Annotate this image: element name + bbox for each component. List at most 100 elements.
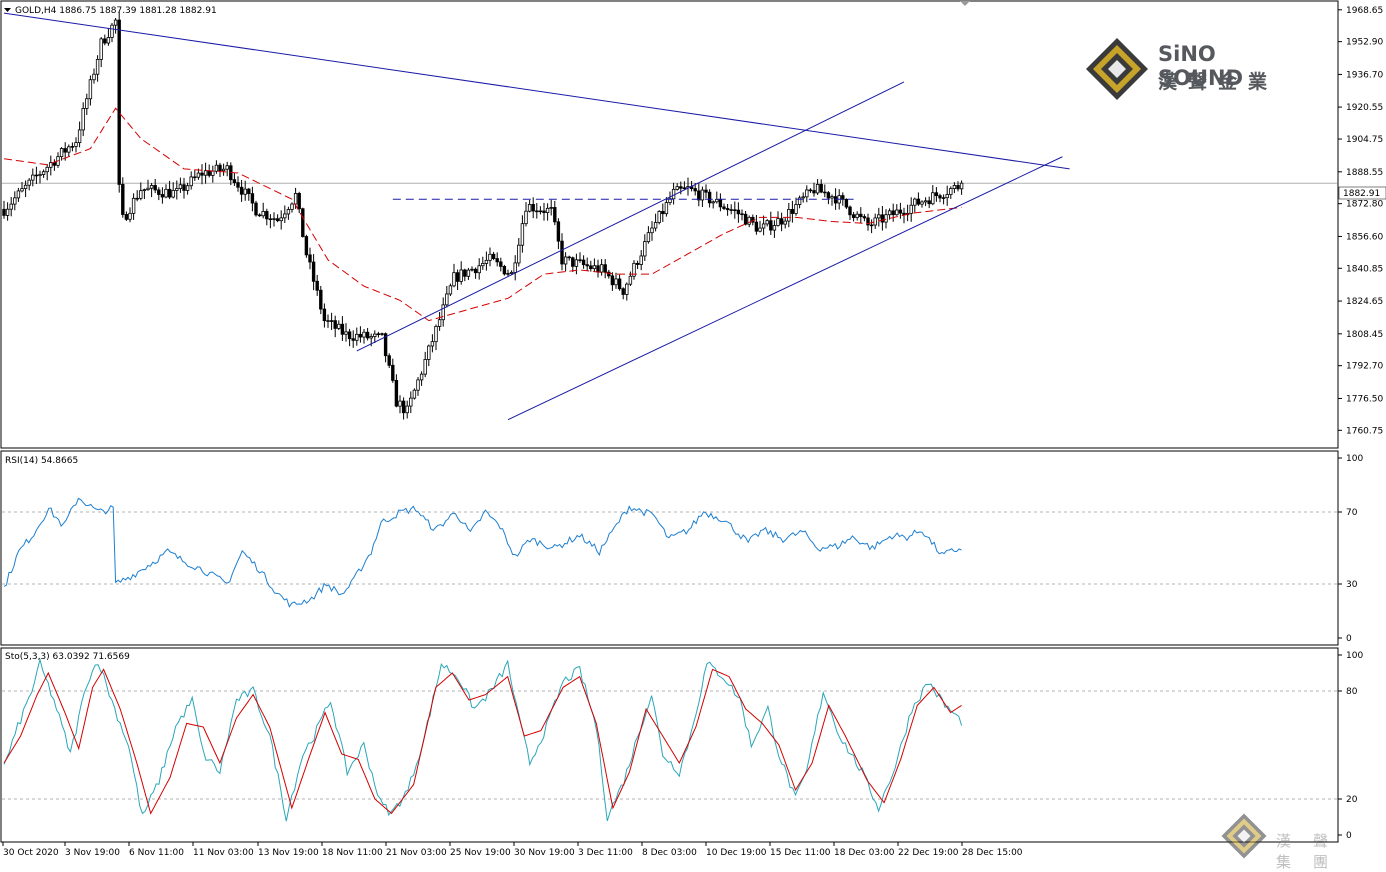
candle [635,262,640,265]
price-tick-label: 1968.65 [1346,6,1383,16]
candle [67,146,71,153]
candle [715,198,719,203]
candle [592,265,597,270]
candle [333,320,337,329]
price-tick-label: 1920.55 [1346,103,1383,113]
rsi-chart: 100 70 30 0 [2,454,1363,644]
candle [416,379,420,391]
candle [898,209,903,214]
candle [524,210,528,225]
candle [884,214,888,223]
candle [369,336,373,339]
current-price-label: 1882.91 [1343,189,1380,199]
candle [589,265,593,270]
candle [27,179,31,186]
candle [405,405,409,414]
candle [700,189,705,201]
trendline[interactable] [507,156,1063,421]
candle [769,220,773,231]
candle [412,389,417,399]
candle [5,208,10,216]
candle [553,207,557,223]
trendline[interactable] [356,81,905,352]
candle [347,331,352,340]
price-tick-label: 1952.90 [1346,38,1383,48]
candle [376,333,381,335]
candle [797,197,802,205]
trendline[interactable] [3,12,1070,170]
candle [193,176,197,179]
candle [697,190,701,201]
time-tick-label: 15 Dec 11:00 [770,848,831,858]
time-tick-label: 8 Dec 03:00 [642,848,697,858]
candle [916,198,921,205]
candle [661,211,665,215]
candle [110,24,114,38]
time-tick-label: 28 Dec 15:00 [962,848,1023,858]
rsi-tick-label: 100 [1346,454,1363,464]
current-price-tag [1338,186,1386,200]
candle [232,179,237,183]
candle [329,320,334,322]
candle [225,165,229,170]
candle [13,197,17,205]
candle [157,189,161,195]
candle [920,201,924,205]
candle [189,176,193,187]
candle [38,174,42,177]
candle [844,198,849,208]
candle [610,275,615,286]
candle [787,209,791,222]
candle [247,188,251,195]
candle [650,227,654,234]
price-tick-label: 1808.45 [1346,330,1383,340]
candle [171,190,175,198]
price-axis: 1968.65 1952.90 1936.70 1920.55 1904.75 1888.… [1338,6,1383,436]
candle [646,232,651,243]
chart-shift-marker-icon[interactable] [960,1,970,6]
candle [718,198,723,208]
candle [380,333,384,335]
candle [319,289,323,310]
candle [340,323,345,335]
candle [387,355,391,366]
candle [196,172,201,178]
candle [895,209,899,216]
candle [959,182,964,190]
candle [182,184,186,191]
candle [495,258,499,263]
candle [85,98,89,109]
candle [265,211,269,220]
symbol-dropdown-icon[interactable] [4,8,11,12]
candle [862,216,867,219]
candle [70,146,75,148]
candle [167,188,172,198]
candle [531,204,535,212]
candle [819,184,823,193]
candle [142,189,147,192]
price-tick-label: 1776.50 [1346,394,1383,404]
candle [250,193,255,204]
candle [218,164,222,172]
candle [754,221,759,232]
rsi-panel-frame [0,450,1339,646]
candle [153,185,157,191]
candle [441,304,445,321]
candle [509,271,514,274]
candle [607,271,611,277]
price-tick-label: 1840.85 [1346,264,1383,274]
candle [419,373,424,381]
candle [409,397,413,407]
candle [139,190,143,199]
candle [337,323,341,329]
candle [103,38,107,44]
time-tick-label: 21 Nov 03:00 [386,848,447,858]
candle [373,333,377,337]
candle [463,269,467,277]
time-tick-label: 3 Dec 11:00 [578,848,633,858]
candle [826,192,831,199]
candle [794,204,798,214]
candle [927,200,931,205]
candle [185,185,190,191]
